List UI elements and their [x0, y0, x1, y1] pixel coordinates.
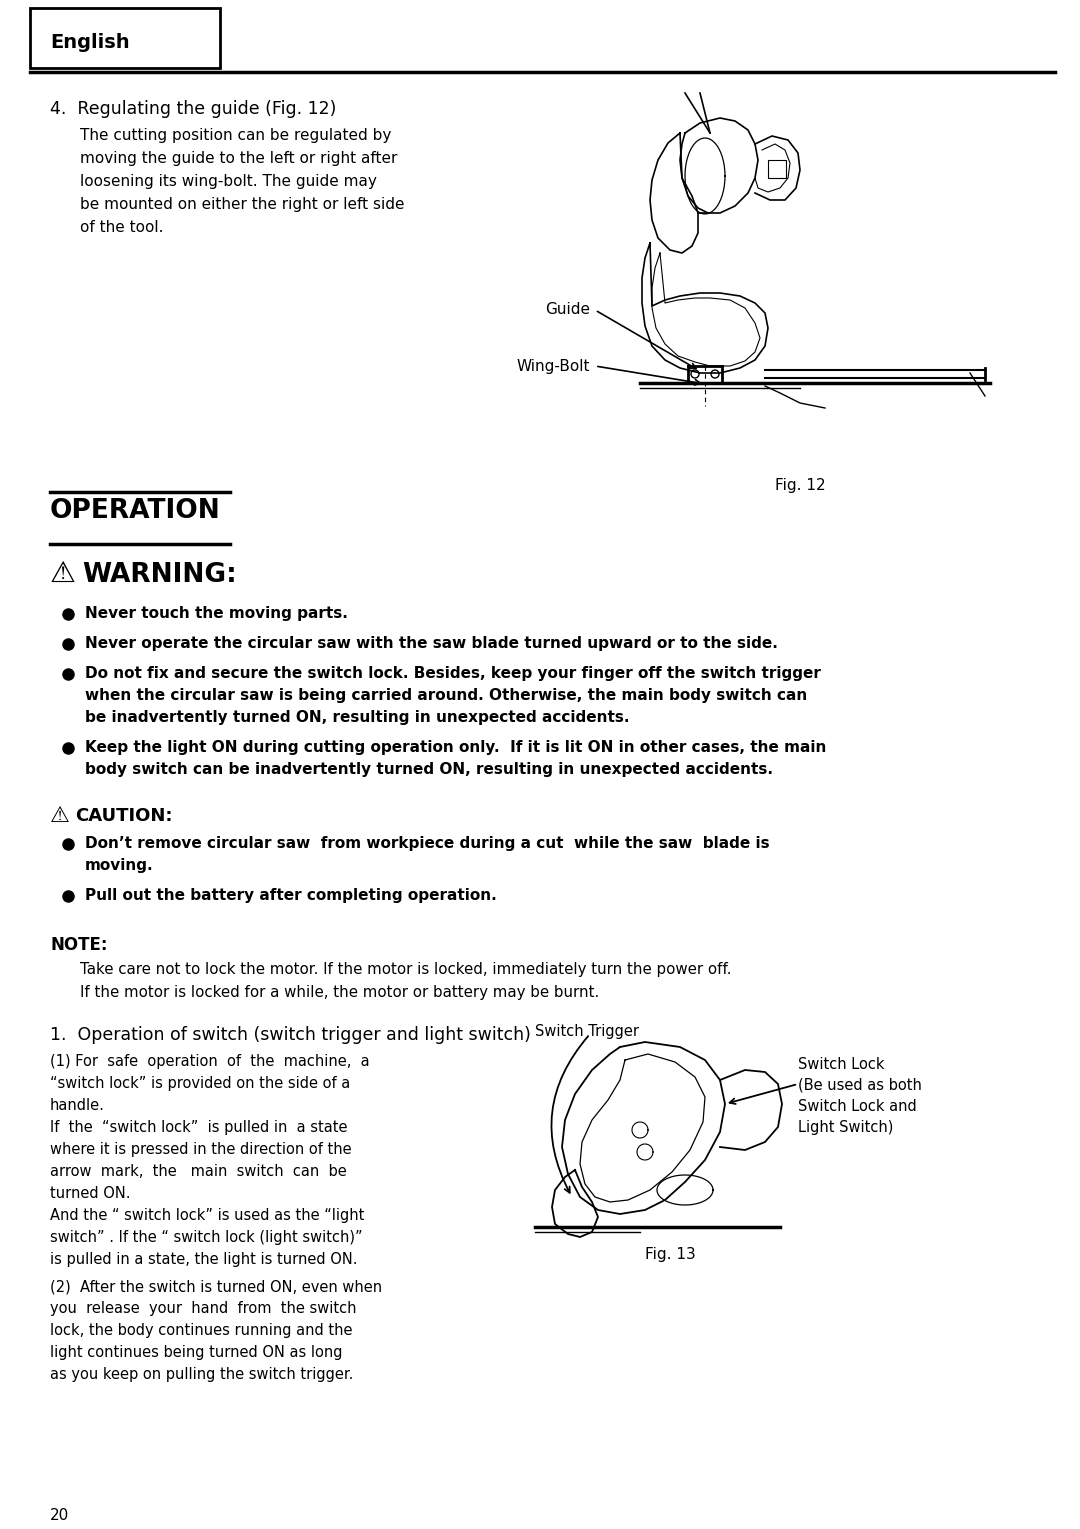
Text: And the “ switch lock” is used as the “light: And the “ switch lock” is used as the “l… [50, 1208, 364, 1223]
Text: moving the guide to the left or right after: moving the guide to the left or right af… [80, 151, 397, 167]
Text: Fig. 13: Fig. 13 [645, 1248, 696, 1261]
Text: Never touch the moving parts.: Never touch the moving parts. [85, 605, 348, 621]
Text: arrow  mark,  the   main  switch  can  be: arrow mark, the main switch can be [50, 1164, 347, 1179]
Text: be mounted on either the right or left side: be mounted on either the right or left s… [80, 197, 405, 213]
Text: NOTE:: NOTE: [50, 936, 108, 954]
Text: Take care not to lock the motor. If the motor is locked, immediately turn the po: Take care not to lock the motor. If the … [80, 962, 731, 977]
Text: switch” . If the “ switch lock (light switch)”: switch” . If the “ switch lock (light sw… [50, 1229, 363, 1245]
Text: loosening its wing-bolt. The guide may: loosening its wing-bolt. The guide may [80, 174, 377, 190]
Bar [30, 8, 220, 67]
Text: be inadvertently turned ON, resulting in unexpected accidents.: be inadvertently turned ON, resulting in… [85, 709, 630, 725]
Text: you  release  your  hand  from  the switch: you release your hand from the switch [50, 1301, 356, 1316]
Text: If  the  “switch lock”  is pulled in  a state: If the “switch lock” is pulled in a stat… [50, 1121, 348, 1135]
Text: ⚠: ⚠ [50, 806, 70, 826]
Text: Fig. 12: Fig. 12 [774, 479, 825, 492]
Text: light continues being turned ON as long: light continues being turned ON as long [50, 1346, 342, 1359]
Text: turned ON.: turned ON. [50, 1187, 131, 1200]
Text: Never operate the circular saw with the saw blade turned upward or to the side.: Never operate the circular saw with the … [85, 636, 778, 651]
Text: Pull out the battery after completing operation.: Pull out the battery after completing op… [85, 888, 497, 904]
Text: (1) For  safe  operation  of  the  machine,  a: (1) For safe operation of the machine, a [50, 1053, 369, 1069]
Text: 4.  Regulating the guide (Fig. 12): 4. Regulating the guide (Fig. 12) [50, 99, 336, 118]
Text: lock, the body continues running and the: lock, the body continues running and the [50, 1323, 352, 1338]
Bar [768, 161, 786, 177]
Text: WARNING:: WARNING: [82, 563, 237, 589]
Text: 20: 20 [50, 1508, 69, 1523]
Text: as you keep on pulling the switch trigger.: as you keep on pulling the switch trigge… [50, 1367, 353, 1382]
Text: 1.  Operation of switch (switch trigger and light switch): 1. Operation of switch (switch trigger a… [50, 1026, 531, 1044]
Text: moving.: moving. [85, 858, 153, 873]
Text: The cutting position can be regulated by: The cutting position can be regulated by [80, 128, 391, 144]
Text: OPERATION: OPERATION [50, 498, 220, 524]
Text: Switch Trigger: Switch Trigger [535, 1024, 639, 1040]
Text: handle.: handle. [50, 1098, 105, 1113]
Text: of the tool.: of the tool. [80, 220, 163, 235]
Text: “switch lock” is provided on the side of a: “switch lock” is provided on the side of… [50, 1076, 350, 1092]
Text: ⚠: ⚠ [50, 560, 76, 589]
Text: Do not fix and secure the switch lock. Besides, keep your finger off the switch : Do not fix and secure the switch lock. B… [85, 667, 821, 680]
Text: Guide: Guide [545, 303, 590, 318]
Text: Switch Lock
(Be used as both
Switch Lock and
Light Switch): Switch Lock (Be used as both Switch Lock… [798, 1057, 922, 1135]
Text: where it is pressed in the direction of the: where it is pressed in the direction of … [50, 1142, 352, 1157]
Text: If the motor is locked for a while, the motor or battery may be burnt.: If the motor is locked for a while, the … [80, 985, 599, 1000]
Text: body switch can be inadvertently turned ON, resulting in unexpected accidents.: body switch can be inadvertently turned … [85, 761, 773, 777]
Text: (2)  After the switch is turned ON, even when: (2) After the switch is turned ON, even … [50, 1278, 382, 1294]
Text: when the circular saw is being carried around. Otherwise, the main body switch c: when the circular saw is being carried a… [85, 688, 807, 703]
Text: Wing-Bolt: Wing-Bolt [516, 358, 590, 373]
Text: is pulled in a state, the light is turned ON.: is pulled in a state, the light is turne… [50, 1252, 357, 1268]
Text: English: English [50, 34, 130, 52]
Text: CAUTION:: CAUTION: [75, 807, 173, 826]
Text: Keep the light ON during cutting operation only.  If it is lit ON in other cases: Keep the light ON during cutting operati… [85, 740, 826, 755]
Text: Don’t remove circular saw  from workpiece during a cut  while the saw  blade is: Don’t remove circular saw from workpiece… [85, 836, 770, 852]
